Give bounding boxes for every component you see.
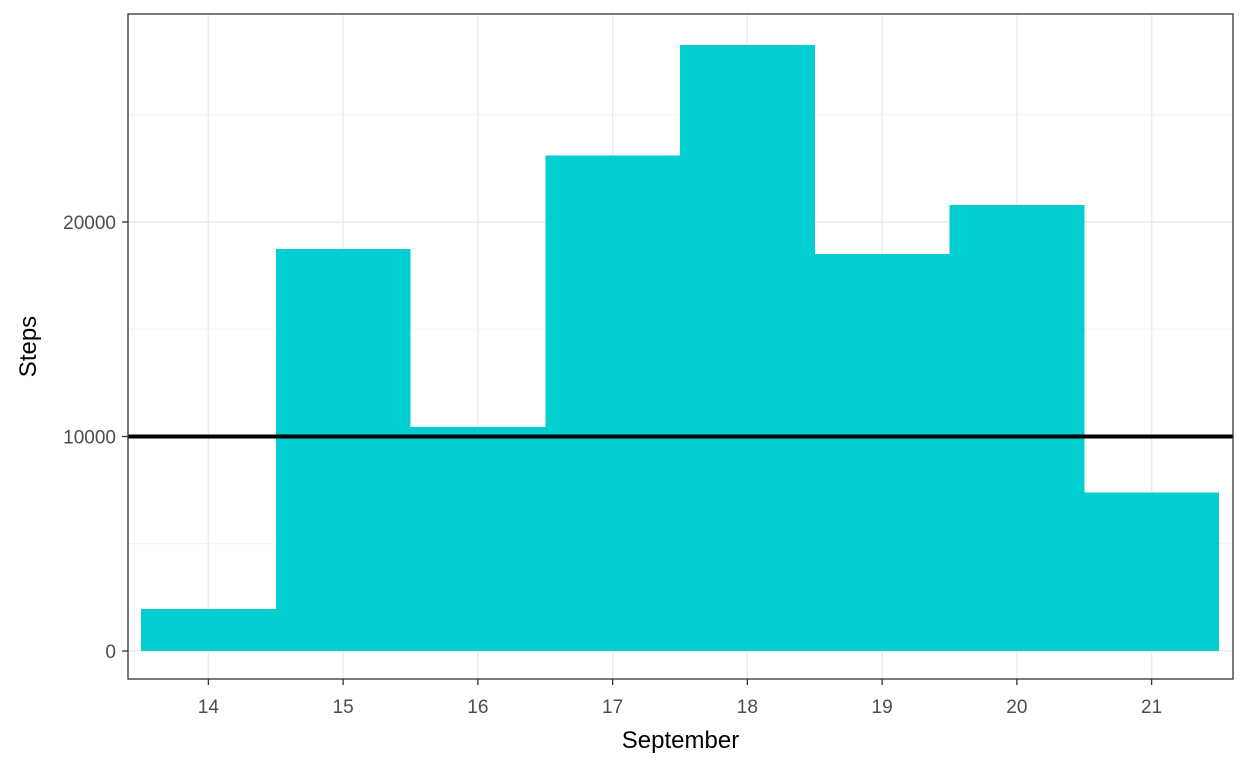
x-tick-label: 14 bbox=[198, 697, 220, 718]
y-tick-label: 10000 bbox=[63, 428, 116, 449]
x-tick-label: 15 bbox=[333, 697, 354, 718]
x-tick-label: 20 bbox=[1006, 697, 1027, 718]
x-axis-title: September bbox=[622, 727, 739, 754]
bar-sept-18 bbox=[680, 45, 815, 652]
y-tick-label: 0 bbox=[105, 642, 116, 663]
bar-sept-20 bbox=[949, 204, 1085, 651]
panel-border bbox=[127, 13, 1234, 680]
bars-layer bbox=[141, 45, 1219, 652]
bar-sept-14 bbox=[141, 609, 276, 651]
bar-sept-16 bbox=[410, 426, 546, 651]
x-tick-label: 17 bbox=[602, 697, 623, 718]
bar-sept-15 bbox=[275, 248, 411, 651]
x-tick-labels: 14 15 16 17 18 19 20 21 bbox=[198, 697, 1162, 718]
bar-sept-21 bbox=[1084, 492, 1219, 651]
x-tick-label: 16 bbox=[467, 697, 488, 718]
x-tick-label: 18 bbox=[737, 697, 758, 718]
y-tick-labels: 0 10000 20000 bbox=[63, 213, 116, 663]
y-axis-title: Steps bbox=[15, 316, 42, 377]
y-tick-label: 20000 bbox=[63, 213, 116, 234]
bar-sept-19 bbox=[814, 254, 950, 652]
x-tick-label: 21 bbox=[1141, 697, 1162, 718]
axis-ticks bbox=[122, 221, 1153, 685]
x-tick-label: 19 bbox=[872, 697, 893, 718]
bar-sept-17 bbox=[545, 155, 680, 651]
